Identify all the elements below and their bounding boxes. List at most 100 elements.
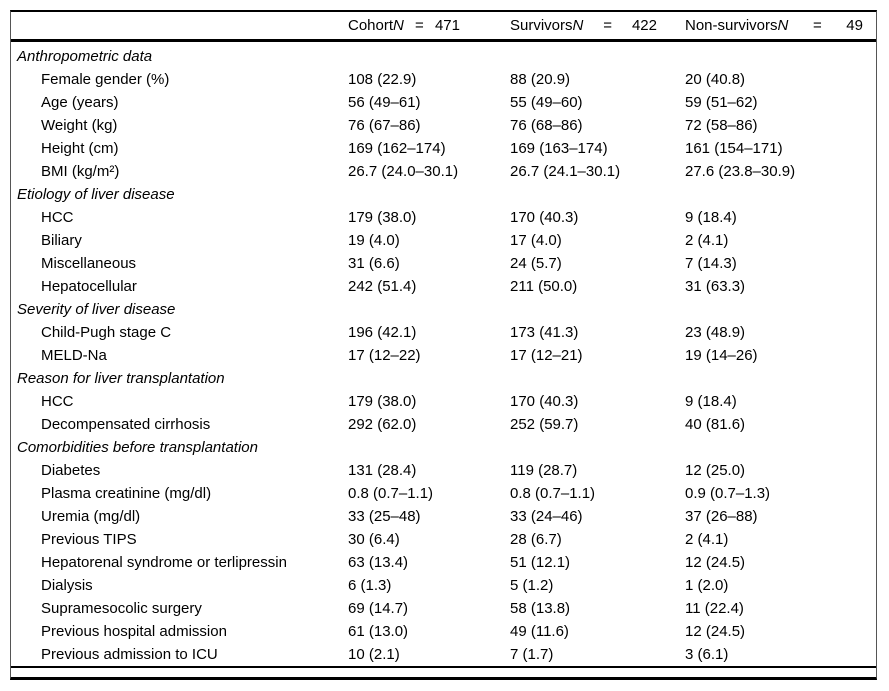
table-row: Weight (kg) 76 (67–86) 76 (68–86) 72 (58–86…: [11, 114, 876, 137]
survivors-value: 24 (5.7): [510, 255, 562, 272]
cohort-value: 242 (51.4): [348, 278, 417, 295]
non-survivors-value: 7 (14.3): [685, 255, 737, 272]
column-n-non-survivors: 49: [846, 17, 863, 34]
survivors-value: 58 (13.8): [510, 600, 571, 617]
row-label: HCC: [41, 209, 74, 226]
table-row: Height (cm) 169 (162–174) 169 (163–174) 161…: [11, 137, 876, 160]
row-label: Height (cm): [41, 140, 119, 157]
table-row: MELD-Na 17 (12–22) 17 (12–21) 19 (14–26): [11, 344, 876, 367]
non-survivors-value: 2 (4.1): [685, 232, 729, 249]
survivors-value: 170 (40.3): [510, 393, 579, 410]
non-survivors-value: 40 (81.6): [685, 416, 746, 433]
section-row: Comorbidities before transplantation: [11, 436, 876, 459]
column-label-cohort: CohortN: [348, 17, 404, 34]
table-header-row: CohortN = 471 SurvivorsN = 422 Non-survi…: [11, 12, 876, 42]
survivors-value: 26.7 (24.1–30.1): [510, 163, 621, 180]
table-row: Hepatocellular 242 (51.4) 211 (50.0) 31 (63…: [11, 275, 876, 298]
cohort-value: 63 (13.4): [348, 554, 409, 571]
section-row: Reason for liver transplantation: [11, 367, 876, 390]
non-survivors-value: 11 (22.4): [685, 600, 744, 617]
cohort-value: 196 (42.1): [348, 324, 417, 341]
patient-characteristics-table: CohortN = 471 SurvivorsN = 422 Non-survi…: [10, 10, 877, 680]
column-header-cohort: CohortN = 471: [348, 17, 510, 34]
table-row: Uremia (mg/dl) 33 (25–48) 33 (24–46) 37 (26…: [11, 505, 876, 528]
column-n-survivors: 422: [631, 17, 657, 34]
section-title: Etiology of liver disease: [17, 186, 175, 203]
table-row: BMI (kg/m²) 26.7 (24.0–30.1) 26.7 (24.1–30…: [11, 160, 876, 183]
row-label: Previous TIPS: [41, 531, 137, 548]
row-label: Decompensated cirrhosis: [41, 416, 211, 433]
non-survivors-value: 23 (48.9): [685, 324, 746, 341]
non-survivors-value: 12 (25.0): [685, 462, 746, 479]
survivors-value: 5 (1.2): [510, 577, 554, 594]
non-survivors-value: 2 (4.1): [685, 531, 729, 548]
non-survivors-value: 27.6 (23.8–30.9): [685, 163, 796, 180]
row-label: Uremia (mg/dl): [41, 508, 141, 525]
cohort-value: 76 (67–86): [348, 117, 421, 134]
section-row: Anthropometric data: [11, 45, 876, 68]
non-survivors-value: 72 (58–86): [685, 117, 758, 134]
table-row: Hepatorenal syndrome or terlipressin 63 (…: [11, 551, 876, 574]
row-label: Dialysis: [41, 577, 93, 594]
row-label: HCC: [41, 393, 74, 410]
cohort-value: 26.7 (24.0–30.1): [348, 163, 459, 180]
row-label: BMI (kg/m²): [41, 163, 120, 180]
survivors-value: 170 (40.3): [510, 209, 579, 226]
cohort-value: 33 (25–48): [348, 508, 421, 525]
survivors-value: 28 (6.7): [510, 531, 562, 548]
column-label-non-survivors: Non-survivorsN: [685, 17, 789, 34]
row-label: Age (years): [41, 94, 119, 111]
survivors-value: 211 (50.0): [510, 278, 578, 295]
table-body: Anthropometric data Female gender (%) 108 …: [11, 42, 876, 668]
table-row: Plasma creatinine (mg/dl) 0.8 (0.7–1.1) 0.…: [11, 482, 876, 505]
cohort-value: 61 (13.0): [348, 623, 409, 640]
column-n-cohort: 471: [434, 17, 460, 34]
table-row: Previous TIPS 30 (6.4) 28 (6.7) 2 (4.1): [11, 528, 876, 551]
survivors-value: 252 (59.7): [510, 416, 579, 433]
survivors-value: 33 (24–46): [510, 508, 583, 525]
cohort-value: 10 (2.1): [348, 646, 400, 663]
survivors-value: 88 (20.9): [510, 71, 571, 88]
cohort-value: 108 (22.9): [348, 71, 417, 88]
survivors-value: 51 (12.1): [510, 554, 571, 571]
column-header-non-survivors: Non-survivorsN = 49: [685, 17, 876, 34]
table-row: Previous admission to ICU 10 (2.1) 7 (1.7)…: [11, 643, 876, 666]
section-row: Severity of liver disease: [11, 298, 876, 321]
section-title: Reason for liver transplantation: [17, 370, 225, 387]
section-title: Severity of liver disease: [17, 301, 176, 318]
row-label: Weight (kg): [41, 117, 118, 134]
table-row: Previous hospital admission 61 (13.0) 49 (…: [11, 620, 876, 643]
equals-sign: =: [812, 17, 822, 34]
row-label: Previous admission to ICU: [41, 646, 218, 663]
survivors-value: 119 (28.7): [510, 462, 578, 479]
table-row: HCC 179 (38.0) 170 (40.3) 9 (18.4): [11, 390, 876, 413]
row-label: Child-Pugh stage C: [41, 324, 172, 341]
table-row: HCC 179 (38.0) 170 (40.3) 9 (18.4): [11, 206, 876, 229]
survivors-value: 7 (1.7): [510, 646, 554, 663]
cohort-value: 69 (14.7): [348, 600, 409, 617]
cohort-value: 179 (38.0): [348, 393, 417, 410]
table-row: Female gender (%) 108 (22.9) 88 (20.9) 20 (…: [11, 68, 876, 91]
cohort-value: 17 (12–22): [348, 347, 421, 364]
non-survivors-value: 19 (14–26): [685, 347, 758, 364]
non-survivors-value: 20 (40.8): [685, 71, 746, 88]
non-survivors-value: 9 (18.4): [685, 393, 737, 410]
cohort-value: 179 (38.0): [348, 209, 417, 226]
table-row: Age (years) 56 (49–61) 55 (49–60) 59 (51–62…: [11, 91, 876, 114]
section-row: Etiology of liver disease: [11, 183, 876, 206]
table-row: Decompensated cirrhosis 292 (62.0) 252 (59…: [11, 413, 876, 436]
equals-sign: =: [415, 17, 424, 34]
row-label: Hepatorenal syndrome or terlipressin: [41, 554, 287, 571]
table-row: Miscellaneous 31 (6.6) 24 (5.7) 7 (14.3): [11, 252, 876, 275]
cohort-value: 292 (62.0): [348, 416, 417, 433]
survivors-value: 49 (11.6): [510, 623, 569, 640]
survivors-value: 76 (68–86): [510, 117, 583, 134]
non-survivors-value: 9 (18.4): [685, 209, 737, 226]
cohort-value: 131 (28.4): [348, 462, 417, 479]
survivors-value: 17 (4.0): [510, 232, 562, 249]
cohort-value: 30 (6.4): [348, 531, 400, 548]
equals-sign: =: [603, 17, 613, 34]
non-survivors-value: 12 (24.5): [685, 623, 746, 640]
row-label: Hepatocellular: [41, 278, 137, 295]
row-label: Previous hospital admission: [41, 623, 227, 640]
